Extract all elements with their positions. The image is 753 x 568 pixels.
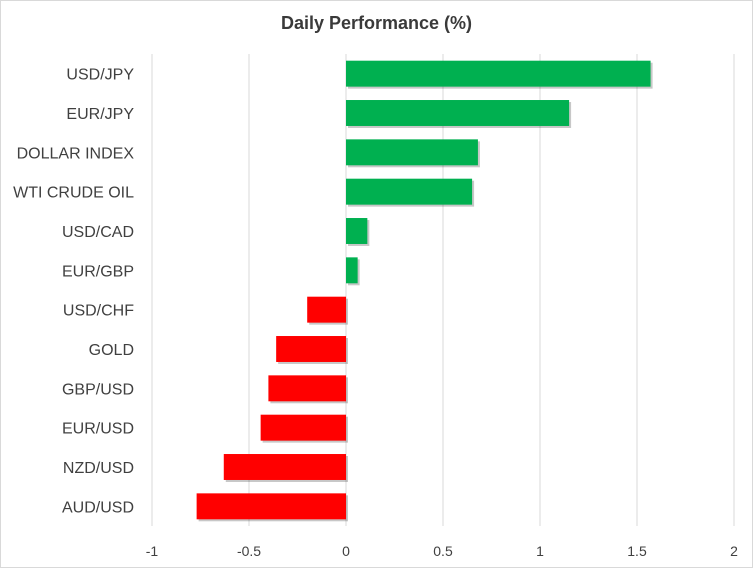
category-label: DOLLAR INDEX bbox=[17, 145, 135, 162]
bar bbox=[346, 178, 473, 205]
category-label: USD/JPY bbox=[66, 67, 134, 84]
x-tick-label: 1.5 bbox=[627, 543, 647, 559]
bar bbox=[268, 375, 346, 402]
bar bbox=[223, 454, 346, 480]
category-label: AUD/USD bbox=[62, 499, 134, 516]
bar bbox=[346, 218, 368, 244]
category-label: EUR/GBP bbox=[62, 263, 134, 280]
x-tick-label: 1 bbox=[536, 543, 544, 559]
x-tick-label: 0 bbox=[342, 543, 350, 559]
x-tick-label: 2 bbox=[730, 543, 738, 559]
category-label: USD/CHF bbox=[63, 303, 134, 320]
x-tick-label: -0.5 bbox=[237, 543, 261, 559]
bar bbox=[307, 296, 346, 323]
bar bbox=[346, 100, 570, 126]
category-label: EUR/JPY bbox=[66, 106, 134, 123]
bar bbox=[346, 257, 358, 284]
category-label: WTI CRUDE OIL bbox=[13, 185, 134, 202]
category-label: USD/CAD bbox=[62, 224, 134, 241]
x-tick-label: -1 bbox=[146, 543, 159, 559]
category-label: GBP/USD bbox=[62, 381, 134, 398]
bar bbox=[196, 493, 346, 520]
chart-title: Daily Performance (%) bbox=[280, 13, 473, 33]
category-label: GOLD bbox=[89, 342, 134, 359]
category-label: EUR/USD bbox=[62, 421, 134, 438]
bar bbox=[346, 139, 478, 166]
bar bbox=[276, 336, 346, 362]
bar bbox=[346, 60, 651, 87]
x-tick-label: 0.5 bbox=[433, 543, 453, 559]
category-label: NZD/USD bbox=[63, 460, 134, 477]
bar bbox=[260, 414, 346, 441]
